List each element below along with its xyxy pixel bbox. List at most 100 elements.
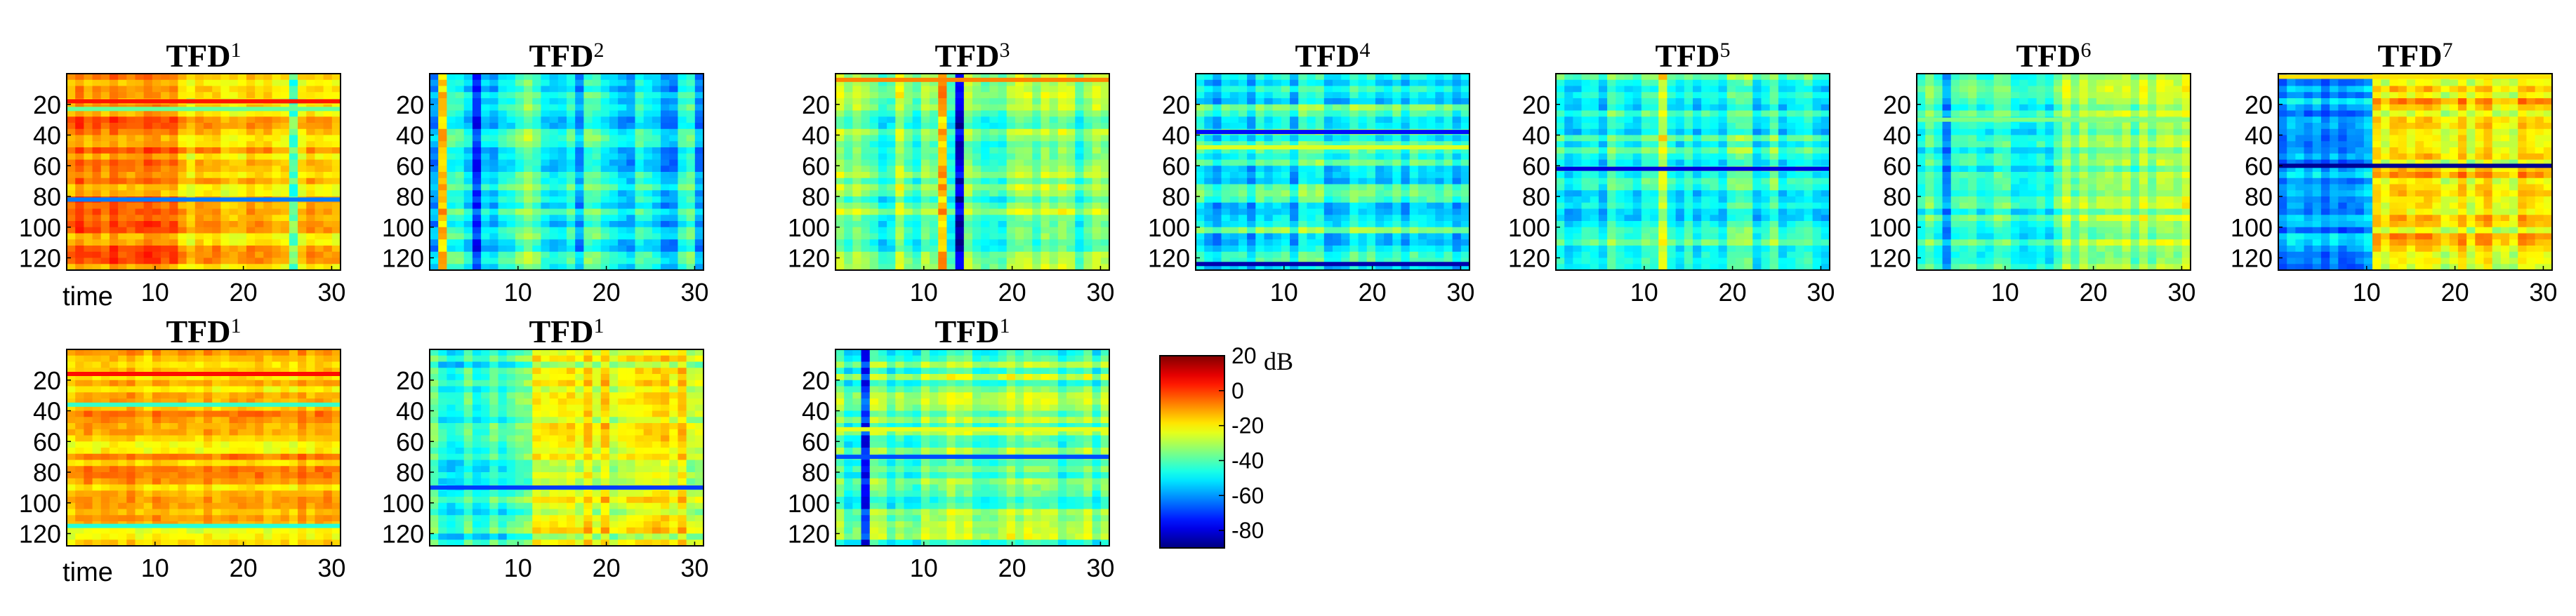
heatmap-cell	[1100, 196, 1110, 203]
heatmap-cell	[1607, 227, 1616, 234]
heatmap-cell	[1667, 110, 1677, 117]
heatmap-cell	[161, 215, 170, 222]
heatmap-cell	[1710, 98, 1719, 105]
heatmap-cell	[489, 251, 499, 259]
heatmap-cell	[1213, 141, 1222, 148]
heatmap-cell	[678, 116, 687, 123]
heatmap-cell	[1032, 227, 1042, 234]
heatmap-cell	[204, 239, 213, 246]
heatmap-cell	[1290, 184, 1299, 191]
heatmap-cell	[1024, 264, 1033, 271]
heatmap-cell	[1272, 74, 1282, 81]
heatmap-cell	[1196, 86, 1205, 93]
heatmap-cell	[1675, 184, 1685, 191]
heatmap-cell	[1323, 123, 1333, 130]
heatmap-cell	[1075, 166, 1085, 173]
heatmap-cell	[1675, 116, 1685, 123]
heatmap-cell	[280, 86, 290, 93]
heatmap-cell	[1041, 123, 1050, 130]
heatmap-cell	[289, 159, 298, 166]
heatmap-cell	[1598, 104, 1608, 112]
heatmap-cell	[100, 233, 110, 240]
heatmap-cell	[1650, 104, 1659, 112]
heatmap-cell	[323, 153, 333, 161]
heatmap-cell	[895, 178, 905, 185]
heatmap-cell	[1100, 172, 1110, 179]
heatmap-cell	[1401, 190, 1411, 197]
heatmap-cell	[1204, 215, 1213, 222]
heatmap-cell	[541, 166, 550, 173]
heatmap-cell	[1556, 239, 1565, 246]
heatmap-cell	[920, 98, 930, 105]
heatmap-cell	[280, 208, 290, 215]
heatmap-cell	[447, 239, 456, 246]
heatmap-cell	[1632, 227, 1642, 234]
heatmap-cell	[298, 74, 307, 81]
heatmap-cell	[869, 196, 879, 203]
heatmap-cell	[135, 116, 145, 123]
heatmap-cell	[844, 190, 853, 197]
heatmap-cell	[1641, 110, 1651, 117]
heatmap-cell	[463, 159, 473, 166]
heatmap-cell	[1341, 246, 1350, 253]
heatmap-cell	[1298, 184, 1308, 191]
heatmap-cell	[878, 208, 887, 215]
heatmap-cell	[835, 86, 845, 93]
heatmap-cell	[1290, 251, 1299, 259]
heatmap-cell	[904, 110, 913, 117]
heatmap-cell	[1452, 246, 1462, 253]
heatmap-cell	[67, 184, 76, 191]
heatmap-cell	[438, 246, 447, 253]
heatmap-cell	[143, 92, 153, 99]
heatmap-cell	[1066, 264, 1076, 271]
heatmap-cell	[1726, 251, 1736, 259]
heatmap-cell	[1083, 128, 1093, 136]
heatmap-cell	[1204, 184, 1213, 191]
heatmap-cell	[1264, 153, 1274, 161]
heatmap-cell	[1726, 104, 1736, 112]
heatmap-cell	[912, 141, 922, 148]
heatmap-cell	[609, 202, 619, 210]
heatmap-cell	[1452, 257, 1462, 265]
heatmap-cell	[1684, 135, 1693, 142]
heatmap-cell	[229, 166, 239, 173]
heatmap-cell	[989, 239, 999, 246]
heatmap-cell	[946, 123, 956, 130]
heatmap-cell	[1057, 110, 1067, 117]
heatmap-cell	[1333, 166, 1342, 173]
heatmap-cell	[661, 239, 670, 246]
heatmap-cell	[289, 227, 298, 234]
heatmap-cell	[600, 184, 610, 191]
heatmap-cell	[306, 178, 316, 185]
heatmap-cell	[626, 264, 636, 271]
heatmap-cell	[557, 227, 567, 234]
heatmap-cell	[289, 239, 298, 246]
heatmap-cell	[946, 208, 956, 215]
heatmap-cell	[1196, 184, 1205, 191]
heatmap-cell	[835, 128, 845, 136]
heatmap-cell	[1247, 135, 1256, 142]
heatmap-cell	[661, 264, 670, 271]
heatmap-cell	[1281, 159, 1290, 166]
heatmap-cell	[1616, 239, 1625, 246]
heatmap-cell	[1015, 141, 1024, 148]
heatmap-cell	[1272, 190, 1282, 197]
heatmap-cell	[557, 215, 567, 222]
heatmap-cell	[1556, 227, 1565, 234]
heatmap-cell	[1290, 227, 1299, 234]
heatmap-cell	[438, 159, 447, 166]
heatmap-cell	[1641, 153, 1651, 161]
heatmap-cell	[592, 239, 602, 246]
heatmap-cell	[686, 135, 696, 142]
heatmap-cell	[878, 190, 887, 197]
heatmap-cell	[1333, 116, 1342, 123]
heatmap-cell	[1401, 135, 1411, 142]
heatmap-cell	[506, 215, 516, 222]
heatmap-cell	[938, 215, 948, 222]
heatmap-cell	[1358, 98, 1368, 105]
y-tick-label: 40	[802, 121, 830, 150]
heatmap-cell	[1392, 196, 1402, 203]
heatmap-cell	[280, 233, 290, 240]
heatmap-cell	[1255, 251, 1265, 259]
heatmap-cell	[126, 215, 136, 222]
